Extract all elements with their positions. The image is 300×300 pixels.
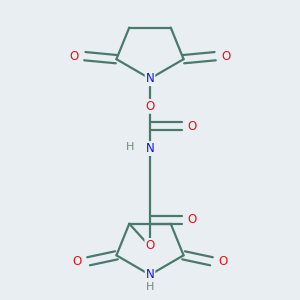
Text: N: N: [146, 72, 154, 85]
Text: O: O: [70, 50, 79, 63]
Text: H: H: [125, 142, 134, 152]
Text: O: O: [218, 255, 227, 268]
Text: O: O: [73, 255, 82, 268]
Text: N: N: [146, 142, 154, 155]
Text: H: H: [146, 282, 154, 292]
Text: O: O: [146, 239, 154, 252]
Text: N: N: [146, 268, 154, 281]
Text: O: O: [146, 100, 154, 113]
Text: O: O: [221, 50, 230, 63]
Text: O: O: [188, 213, 196, 226]
Text: O: O: [188, 120, 196, 133]
